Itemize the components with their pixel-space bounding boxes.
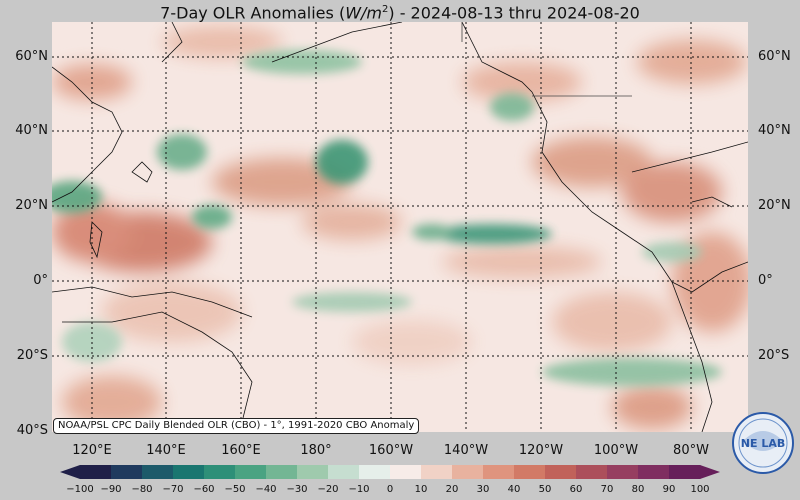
- colorbar-max-arrow: [700, 465, 720, 479]
- colorbar-cell: [173, 465, 205, 479]
- colorbar-cell: [297, 465, 329, 479]
- lat-label-left: 0°: [33, 273, 48, 288]
- lon-label: 160°W: [368, 443, 414, 458]
- colorbar-cell: [421, 465, 453, 479]
- colorbar-min-arrow: [60, 465, 80, 479]
- colorbar-cell: [111, 465, 143, 479]
- lat-label-right: 20°N: [758, 198, 791, 213]
- lon-label: 160°E: [221, 443, 261, 458]
- colorbar-tick-label: −50: [224, 484, 246, 495]
- lat-label-left: 20°S: [16, 348, 48, 363]
- colorbar-tick-label: −80: [131, 484, 153, 495]
- colorbar-cell: [80, 465, 112, 479]
- colorbar-tick-label: 50: [538, 484, 552, 495]
- lat-label-right: 40°N: [758, 123, 791, 138]
- colorbar-cell: [669, 465, 701, 479]
- colorbar-tick-label: 70: [600, 484, 614, 495]
- lon-label: 100°W: [593, 443, 639, 458]
- lon-label: 120°E: [72, 443, 112, 458]
- colorbar-cell: [328, 465, 360, 479]
- graticule: [52, 22, 748, 432]
- colorbar-tick-label: −60: [193, 484, 215, 495]
- colorbar-cell: [390, 465, 422, 479]
- coastlines: [52, 22, 748, 432]
- nexlab-logo-icon: NE LAB: [732, 412, 794, 474]
- colorbar-tick-label: 10: [414, 484, 428, 495]
- lon-label: 80°W: [673, 443, 709, 458]
- colorbar-tick-label: 80: [631, 484, 645, 495]
- lat-label-left: 20°N: [15, 198, 48, 213]
- colorbar-cell: [359, 465, 391, 479]
- colorbar-cell: [576, 465, 608, 479]
- colorbar-tick-label: 40: [507, 484, 521, 495]
- lat-label-right: 0°: [758, 273, 773, 288]
- colorbar-tick-label: −40: [255, 484, 277, 495]
- colorbar-cell: [266, 465, 298, 479]
- colorbar-tick-label: −10: [348, 484, 370, 495]
- anomaly-field: [52, 22, 748, 432]
- colorbar-tick-label: −30: [286, 484, 308, 495]
- colorbar-tick-label: −100: [66, 484, 94, 495]
- lon-label: 180°: [300, 443, 332, 458]
- lat-label-left: 40°S: [16, 423, 48, 438]
- data-credit: NOAA/PSL CPC Daily Blended OLR (CBO) - 1…: [53, 418, 420, 434]
- colorbar-cell: [607, 465, 639, 479]
- colorbar-tick-label: 100: [690, 484, 710, 495]
- colorbar-tick-label: −90: [100, 484, 122, 495]
- colorbar-cell: [483, 465, 515, 479]
- lat-label-right: 20°S: [758, 348, 790, 363]
- colorbar-tick-label: 60: [569, 484, 583, 495]
- colorbar-cell: [452, 465, 484, 479]
- lat-label-left: 40°N: [15, 123, 48, 138]
- colorbar-tick-label: 0: [386, 484, 394, 495]
- colorbar-cell: [142, 465, 174, 479]
- colorbar-cell: [204, 465, 236, 479]
- colorbar: [60, 465, 720, 479]
- lat-label-left: 60°N: [15, 49, 48, 64]
- colorbar-tick-label: 90: [662, 484, 676, 495]
- colorbar-cell: [235, 465, 267, 479]
- colorbar-cell: [638, 465, 670, 479]
- colorbar-tick-label: −20: [317, 484, 339, 495]
- colorbar-tick-label: −70: [162, 484, 184, 495]
- lon-label: 120°W: [518, 443, 564, 458]
- colorbar-cell: [514, 465, 546, 479]
- svg-text:NE LAB: NE LAB: [741, 437, 785, 450]
- lat-label-right: 60°N: [758, 49, 791, 64]
- colorbar-cell: [545, 465, 577, 479]
- olr-anomaly-map: [52, 22, 748, 432]
- colorbar-tick-label: 30: [476, 484, 490, 495]
- map-title: 7-Day OLR Anomalies (W/m2) - 2024-08-13 …: [160, 3, 640, 23]
- lon-label: 140°W: [443, 443, 489, 458]
- lon-label: 140°E: [146, 443, 186, 458]
- colorbar-tick-label: 20: [445, 484, 459, 495]
